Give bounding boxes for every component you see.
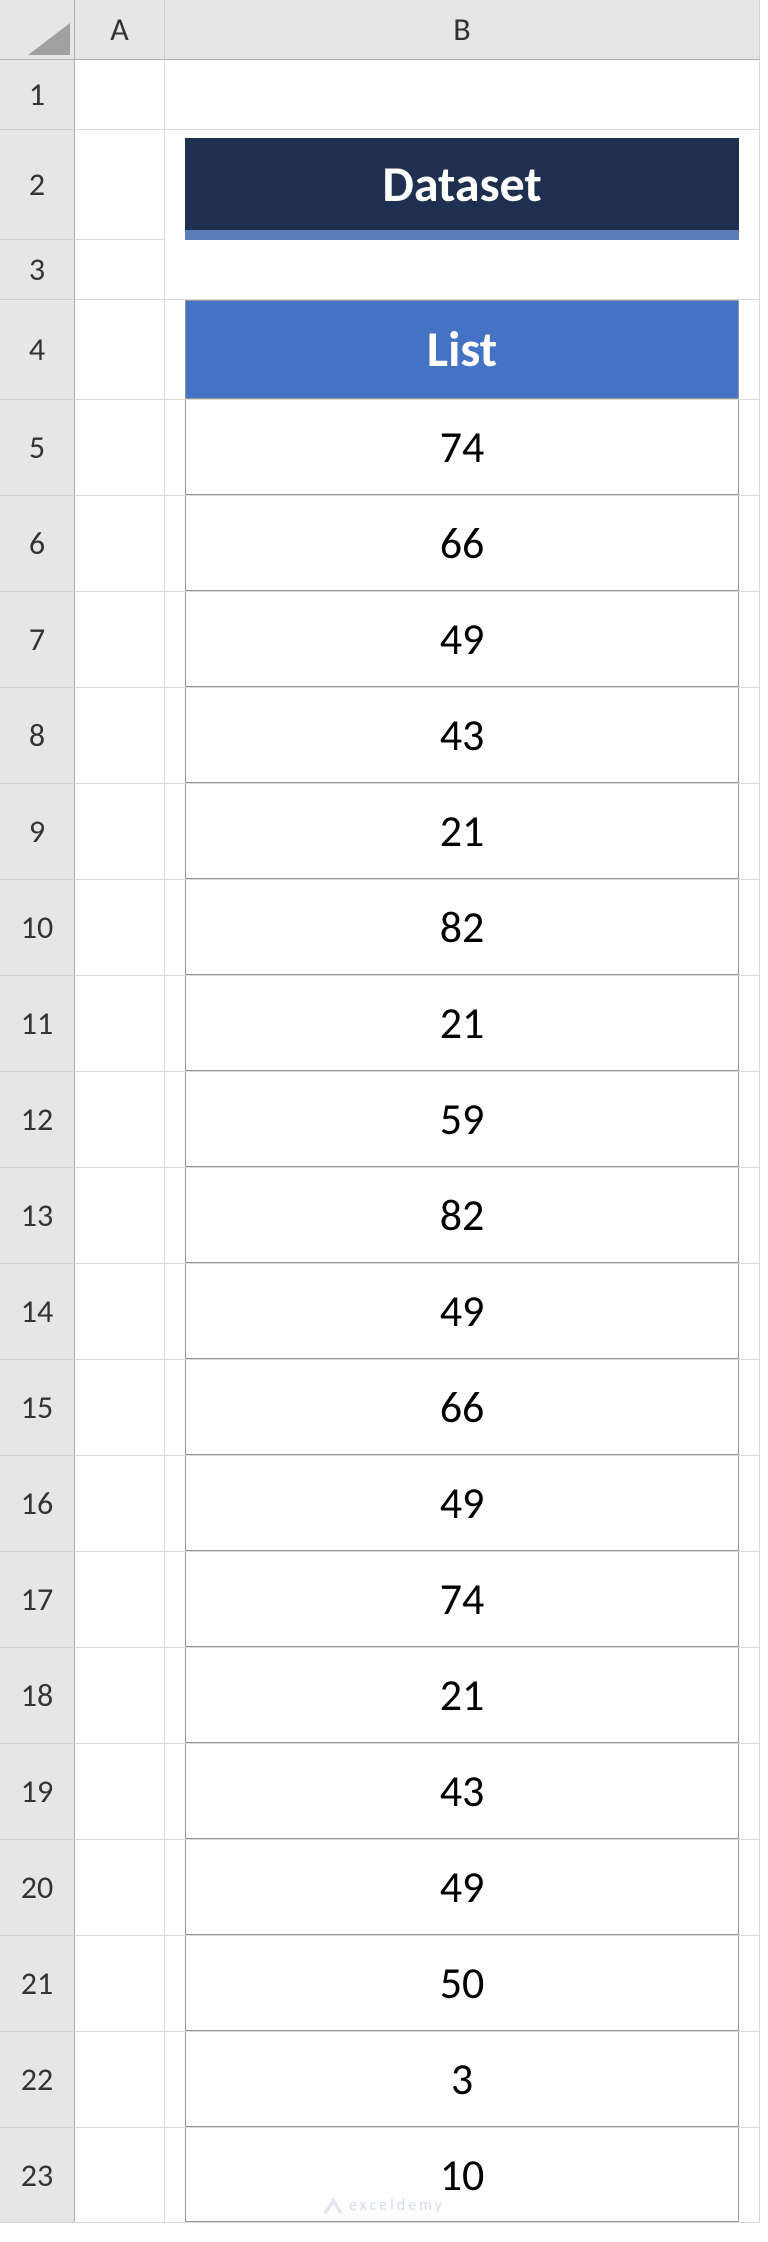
watermark-icon — [323, 2198, 343, 2214]
row-header-3[interactable]: 3 — [0, 240, 75, 300]
row-header-10[interactable]: 10 — [0, 880, 75, 976]
list-value: 3 — [185, 2032, 739, 2127]
row-header-8[interactable]: 8 — [0, 688, 75, 784]
list-value: 10 — [185, 2128, 739, 2222]
cell-a23[interactable] — [75, 2128, 165, 2223]
row-header-23[interactable]: 23 — [0, 2128, 75, 2223]
list-header: List — [185, 300, 739, 399]
row-header-13[interactable]: 13 — [0, 1168, 75, 1264]
cell-a1[interactable] — [75, 60, 165, 130]
row-header-22[interactable]: 22 — [0, 2032, 75, 2128]
cell-a20[interactable] — [75, 1840, 165, 1936]
cell-a7[interactable] — [75, 592, 165, 688]
list-value: 21 — [185, 1648, 739, 1743]
cell-b1[interactable] — [165, 60, 760, 130]
cell-b8[interactable]: 43 — [165, 688, 760, 784]
row-header-16[interactable]: 16 — [0, 1456, 75, 1552]
cell-a13[interactable] — [75, 1168, 165, 1264]
cell-a14[interactable] — [75, 1264, 165, 1360]
list-value: 49 — [185, 1456, 739, 1551]
row-header-17[interactable]: 17 — [0, 1552, 75, 1648]
list-value: 43 — [185, 1744, 739, 1839]
cell-b22[interactable]: 3 — [165, 2032, 760, 2128]
cell-b16[interactable]: 49 — [165, 1456, 760, 1552]
cell-b9[interactable]: 21 — [165, 784, 760, 880]
cell-a16[interactable] — [75, 1456, 165, 1552]
cell-a19[interactable] — [75, 1744, 165, 1840]
row-header-18[interactable]: 18 — [0, 1648, 75, 1744]
list-value: 74 — [185, 400, 739, 495]
list-value: 59 — [185, 1072, 739, 1167]
list-value: 49 — [185, 592, 739, 687]
row-header-2[interactable]: 2 — [0, 130, 75, 240]
row-header-1[interactable]: 1 — [0, 60, 75, 130]
row-header-21[interactable]: 21 — [0, 1936, 75, 2032]
row-header-6[interactable]: 6 — [0, 496, 75, 592]
cell-b5[interactable]: 74 — [165, 400, 760, 496]
column-header-b[interactable]: B — [165, 0, 760, 60]
cell-b7[interactable]: 49 — [165, 592, 760, 688]
cell-a15[interactable] — [75, 1360, 165, 1456]
row-header-5[interactable]: 5 — [0, 400, 75, 496]
cell-a6[interactable] — [75, 496, 165, 592]
cell-b12[interactable]: 59 — [165, 1072, 760, 1168]
cell-b4[interactable]: List — [165, 300, 760, 400]
row-header-19[interactable]: 19 — [0, 1744, 75, 1840]
dataset-title: Dataset — [185, 138, 739, 240]
cell-b11[interactable]: 21 — [165, 976, 760, 1072]
cell-a17[interactable] — [75, 1552, 165, 1648]
cell-b15[interactable]: 66 — [165, 1360, 760, 1456]
cell-b18[interactable]: 21 — [165, 1648, 760, 1744]
watermark-text: exceldemy — [349, 2196, 445, 2215]
row-header-12[interactable]: 12 — [0, 1072, 75, 1168]
list-value: 50 — [185, 1936, 739, 2031]
cell-a8[interactable] — [75, 688, 165, 784]
row-header-11[interactable]: 11 — [0, 976, 75, 1072]
cell-b10[interactable]: 82 — [165, 880, 760, 976]
list-value: 74 — [185, 1552, 739, 1647]
cell-a22[interactable] — [75, 2032, 165, 2128]
row-header-7[interactable]: 7 — [0, 592, 75, 688]
cell-b19[interactable]: 43 — [165, 1744, 760, 1840]
cell-a5[interactable] — [75, 400, 165, 496]
list-value: 49 — [185, 1840, 739, 1935]
cell-a9[interactable] — [75, 784, 165, 880]
row-header-15[interactable]: 15 — [0, 1360, 75, 1456]
cell-b20[interactable]: 49 — [165, 1840, 760, 1936]
cell-b14[interactable]: 49 — [165, 1264, 760, 1360]
cell-b2[interactable]: Dataset — [165, 130, 760, 240]
list-value: 49 — [185, 1264, 739, 1359]
row-header-20[interactable]: 20 — [0, 1840, 75, 1936]
cell-a12[interactable] — [75, 1072, 165, 1168]
cell-b3[interactable] — [165, 240, 760, 300]
row-header-14[interactable]: 14 — [0, 1264, 75, 1360]
cell-a2[interactable] — [75, 130, 165, 240]
cell-b17[interactable]: 74 — [165, 1552, 760, 1648]
list-value: 66 — [185, 1360, 739, 1455]
cell-b13[interactable]: 82 — [165, 1168, 760, 1264]
cell-a10[interactable] — [75, 880, 165, 976]
cell-a21[interactable] — [75, 1936, 165, 2032]
select-all-corner[interactable] — [0, 0, 75, 60]
cell-a18[interactable] — [75, 1648, 165, 1744]
list-value: 66 — [185, 496, 739, 591]
watermark: exceldemy — [323, 2196, 445, 2215]
list-value: 21 — [185, 976, 739, 1071]
cell-a3[interactable] — [75, 240, 165, 300]
cell-a11[interactable] — [75, 976, 165, 1072]
cell-a4[interactable] — [75, 300, 165, 400]
list-value: 43 — [185, 688, 739, 783]
spreadsheet-grid: A B 1 2 Dataset 3 4 List 5 74 6 66 7 49 … — [0, 0, 768, 2223]
list-value: 21 — [185, 784, 739, 879]
cell-b6[interactable]: 66 — [165, 496, 760, 592]
cell-b21[interactable]: 50 — [165, 1936, 760, 2032]
row-header-9[interactable]: 9 — [0, 784, 75, 880]
list-value: 82 — [185, 1168, 739, 1263]
list-value: 82 — [185, 880, 739, 975]
row-header-4[interactable]: 4 — [0, 300, 75, 400]
cell-b23[interactable]: 10 — [165, 2128, 760, 2223]
column-header-a[interactable]: A — [75, 0, 165, 60]
